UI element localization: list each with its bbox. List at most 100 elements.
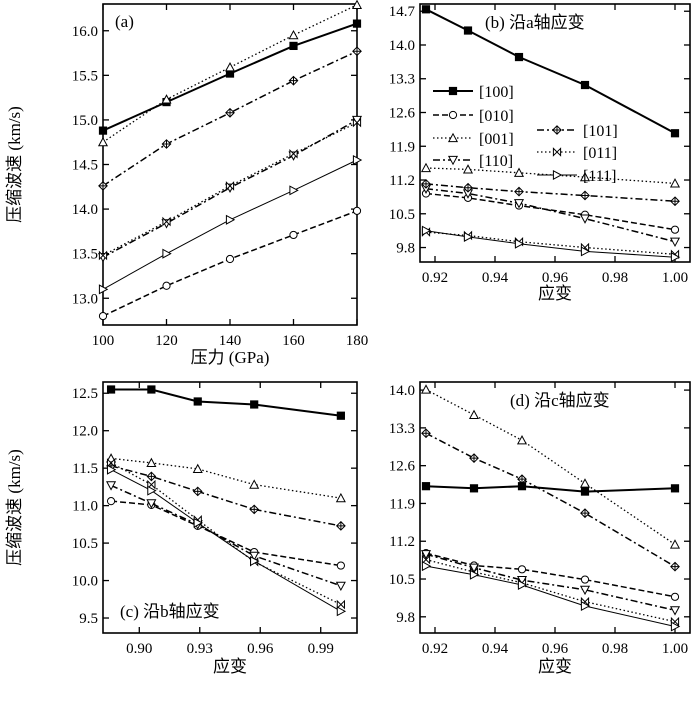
y-tick-label: 12.5 [72,386,98,402]
series-s101 [98,46,362,191]
legend-item-s100: [100] [433,84,514,101]
chart-panel-2: 0.92 0.94 0.96 0.98 1.00 9.8 10.5 11.2 11.9 12.6 1… [389,3,691,303]
data-point [336,599,345,610]
data-point [98,311,108,321]
data-point [225,254,235,264]
data-point [468,409,480,420]
data-point [420,162,432,173]
series-s010 [106,497,345,570]
x-tick-label: 0.94 [482,270,509,286]
series-s010 [98,206,362,321]
y-tick-label: 13.3 [389,421,415,437]
y-tick-label: 15.5 [72,68,98,84]
data-point [352,46,362,57]
data-point [288,75,299,86]
y-tick-label: 9.8 [396,241,415,257]
data-point [335,492,346,503]
y-tick-label: 14.7 [389,4,416,20]
y-tick-label: 15.0 [72,113,98,129]
data-point [669,237,681,248]
legend-marker [448,110,458,120]
data-point [249,551,260,562]
data-point [146,457,157,468]
series-s101 [106,461,346,531]
x-tick-label: 140 [219,333,242,349]
x-axis-label: 应变 [538,657,572,676]
data-point [336,606,347,617]
series-s110 [106,481,346,592]
y-tick-label: 11.2 [389,173,415,189]
series-line [102,119,358,258]
data-point [106,458,116,468]
data-point [670,196,680,207]
series-s001 [420,384,681,549]
legend-marker [448,86,458,96]
y-tick-label: 10.0 [72,574,98,590]
data-point [669,178,681,188]
series-line [111,388,342,417]
data-point [289,185,299,196]
y-tick-label: 9.5 [79,611,98,627]
data-point [421,5,431,14]
data-point [147,485,157,496]
y-tick-label: 11.0 [72,499,98,515]
legend-marker [447,155,459,166]
panel-title: (b) 沿a轴应变 [485,13,585,32]
data-point [147,479,156,490]
data-point [514,238,525,249]
data-point [514,52,524,62]
data-point [469,569,480,580]
x-tick-label: 0.96 [247,641,274,657]
data-point [98,180,108,191]
data-point [580,80,590,90]
data-point [249,504,260,515]
data-point [351,0,363,9]
y-tick-label: 14.0 [389,383,415,399]
data-point [106,385,116,394]
data-point [670,621,681,632]
data-point [224,62,236,72]
data-point [352,117,362,128]
series-line [425,565,676,627]
series-line [425,167,676,185]
data-point [421,225,432,236]
legend-label: [010] [479,108,514,125]
series-line [110,465,342,527]
data-point [580,508,590,519]
data-point [669,606,681,616]
data-point [420,550,432,560]
data-point [335,520,346,531]
data-point [192,463,203,474]
chart-panel-3: 0.90 0.93 0.96 0.99 9.5 10.0 10.5 11.0 11.5 12.0 1… [5,381,358,676]
x-tick-label: 0.94 [482,641,509,657]
legend: [100] [010] [001] [110] [101] [011] [111] [433,84,618,185]
series-line [111,457,342,499]
series-s011 [106,458,345,610]
series-s010 [421,189,680,234]
series-s001 [420,162,681,188]
x-tick-label: 0.99 [308,641,334,657]
series-line [425,231,676,255]
series-s001 [106,453,346,503]
series-line [110,469,342,612]
x-tick-label: 0.98 [602,270,628,286]
data-point [336,411,345,420]
legend-label: [101] [583,123,618,140]
x-tick-label: 0.92 [422,641,448,657]
data-point [225,214,236,225]
legend-item-s110: [110] [433,153,513,170]
x-tick-label: 0.93 [187,641,213,657]
x-tick-label: 0.92 [422,270,448,286]
data-point [421,178,431,189]
y-tick-label: 14.5 [72,158,98,174]
data-point [193,517,204,528]
data-point [289,230,298,240]
data-point [162,281,171,290]
data-point [98,250,108,261]
x-axis-label: 压力 (GPa) [191,348,270,367]
data-point [352,206,362,215]
data-point [517,565,527,574]
series-line [425,552,676,598]
data-point [193,397,202,406]
y-tick-label: 10.5 [72,536,98,552]
